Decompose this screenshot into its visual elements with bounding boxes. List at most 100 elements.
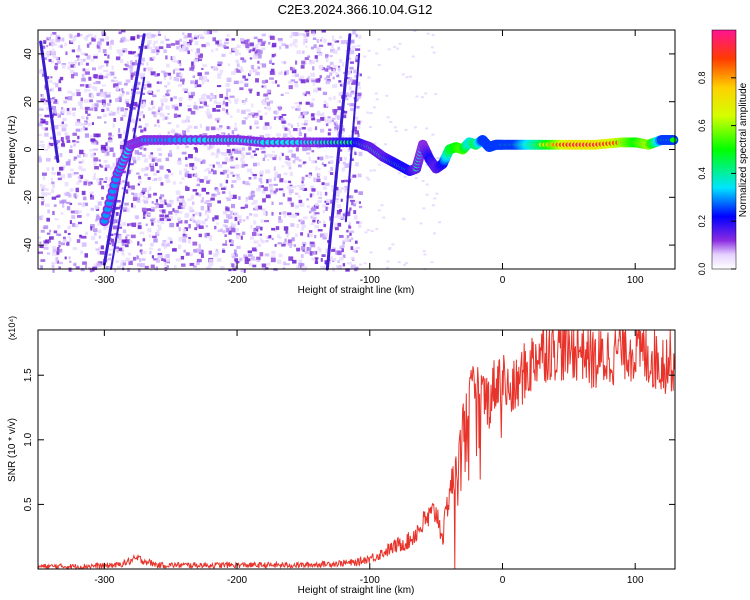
noise-speck [306,247,312,251]
noise-speck [201,197,204,202]
noise-speck [265,194,271,199]
noise-speck [100,38,105,42]
noise-speck [118,134,122,139]
noise-speck [212,170,217,175]
noise-speck [255,55,259,59]
noise-speck [121,170,127,174]
noise-speck [123,207,128,212]
noise-speck [79,149,84,155]
noise-speck [348,94,352,98]
noise-speck [80,52,86,55]
noise-speck [156,73,161,76]
noise-speck [191,80,196,85]
noise-speck [305,91,311,95]
noise-speck [170,43,176,46]
noise-speck [308,210,312,214]
noise-speck [310,60,315,65]
noise-speck [124,111,128,115]
noise-speck [355,58,359,63]
noise-speck [337,106,342,111]
noise-speck [144,173,149,177]
noise-speck [294,192,299,195]
noise-speck [139,263,145,268]
noise-speck [248,88,253,92]
noise-speck [257,66,261,70]
noise-speck [255,207,259,211]
noise-speck [224,96,229,100]
noise-speck [93,161,97,166]
noise-speck [304,188,307,191]
noise-speck [433,197,437,200]
noise-speck [61,143,65,147]
noise-speck [77,215,82,218]
noise-speck [341,62,344,67]
noise-speck [317,113,322,116]
noise-speck [301,123,306,126]
noise-speck [47,144,51,149]
noise-speck [193,58,199,62]
noise-speck [132,51,136,54]
noise-speck [312,37,317,41]
y-tick-label: 40 [23,48,34,60]
noise-speck [192,219,196,223]
noise-speck [179,48,184,52]
noise-speck [51,261,56,265]
noise-speck [60,44,63,49]
noise-speck [299,218,303,222]
noise-speck [342,240,346,244]
noise-speck [177,114,181,118]
noise-speck [134,63,139,66]
noise-speck [190,49,193,52]
noise-speck [157,147,162,152]
noise-speck [252,162,257,167]
noise-speck [300,75,304,80]
noise-speck [233,80,239,85]
noise-speck [216,222,220,225]
noise-speck [296,105,301,110]
noise-speck [93,157,99,162]
noise-speck [254,258,259,262]
noise-speck [356,221,360,224]
noise-speck [240,41,246,44]
noise-speck [119,94,124,97]
noise-speck [274,227,277,232]
noise-speck [66,241,70,246]
noise-speck [261,33,267,37]
noise-speck [291,106,295,109]
noise-speck [217,229,222,233]
noise-speck [121,241,125,246]
noise-speck [54,218,59,221]
noise-speck [244,78,249,81]
noise-speck [85,62,89,66]
noise-speck [125,257,130,262]
noise-speck [156,81,159,84]
noise-speck [148,234,152,238]
noise-speck [347,103,352,106]
noise-speck [230,222,233,227]
noise-speck [199,106,204,109]
noise-speck [296,247,301,252]
noise-speck [198,34,203,37]
noise-speck [127,185,131,189]
spectrogram-y-label: Frequency (Hz) [7,116,18,185]
noise-speck [286,233,289,238]
noise-speck [313,88,318,93]
noise-speck [375,98,379,101]
noise-speck [318,44,324,47]
noise-speck [302,224,307,229]
noise-speck [323,103,327,108]
noise-speck [143,200,149,204]
noise-speck [283,261,286,266]
noise-speck [167,89,171,92]
noise-speck [167,237,172,240]
noise-speck [204,233,208,238]
noise-speck [151,49,156,54]
noise-speck [322,186,327,190]
noise-speck [317,87,322,91]
noise-speck [219,228,223,232]
noise-speck [198,53,203,58]
noise-speck [157,255,163,258]
noise-speck [91,67,97,71]
noise-speck [228,215,233,220]
noise-speck [183,249,186,253]
